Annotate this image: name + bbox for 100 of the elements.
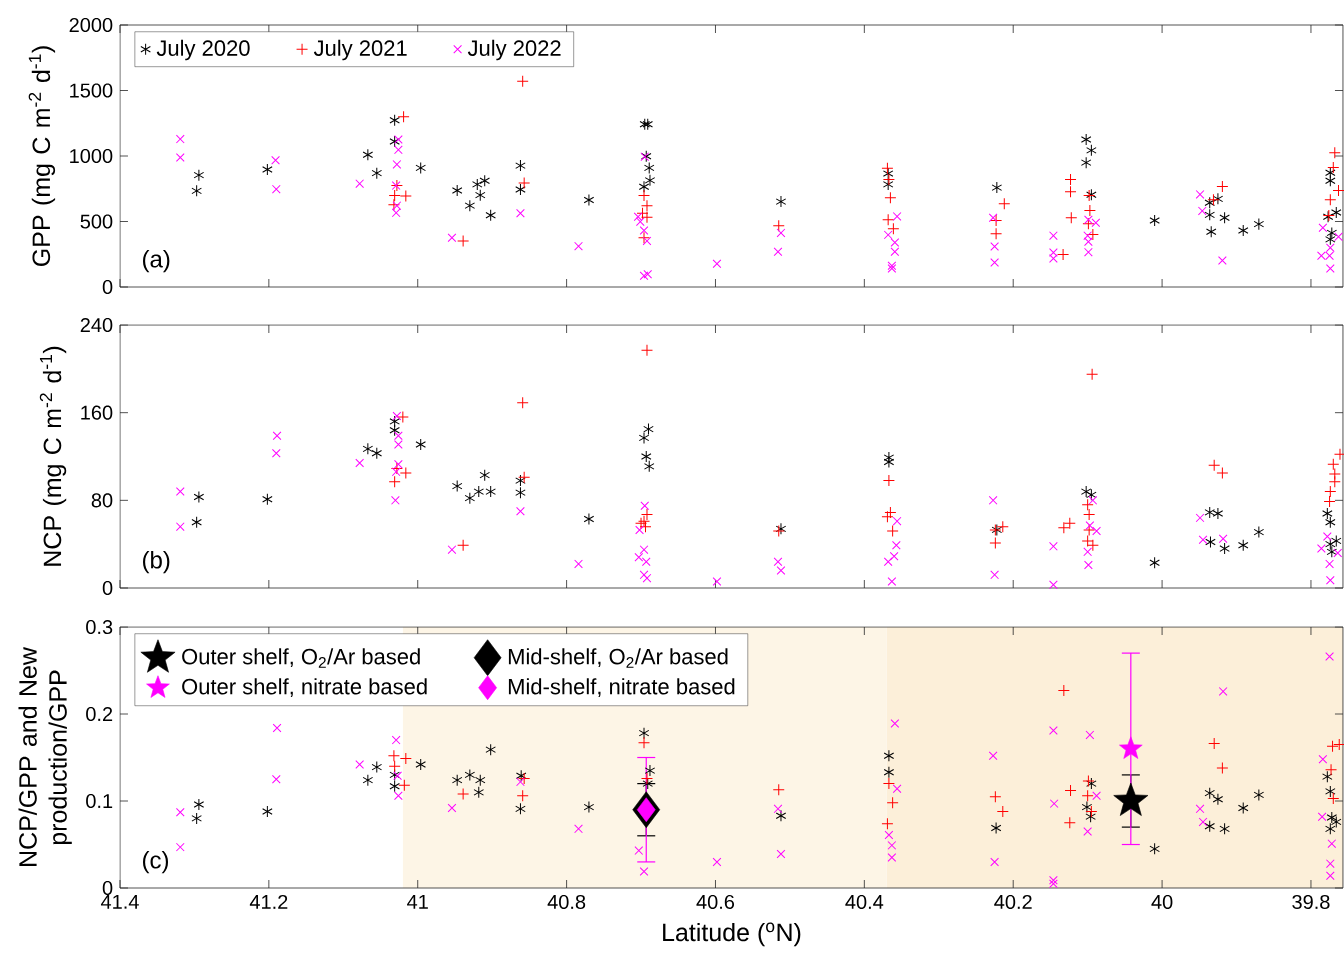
point [415, 438, 426, 451]
point [479, 174, 490, 187]
point [1049, 799, 1059, 809]
point [889, 551, 899, 561]
point [399, 189, 412, 202]
point [1049, 231, 1058, 241]
point [516, 208, 525, 218]
legend-label: Outer shelf, nitrate based [182, 678, 427, 698]
point [515, 769, 527, 782]
point [1316, 544, 1326, 553]
point [1216, 466, 1229, 479]
point [638, 431, 650, 444]
legend-label: Mid-shelf, O$_{2}$/Ar based [508, 648, 728, 668]
point [776, 566, 786, 575]
y-axis-title: NCP/GPP and New production/GPP [18, 647, 72, 866]
point [1218, 534, 1228, 544]
point [392, 160, 402, 169]
y-tick-label: 1000 [70, 148, 113, 164]
point [892, 212, 902, 221]
point [1085, 730, 1095, 740]
point [882, 777, 895, 790]
point [712, 857, 722, 867]
point [1064, 173, 1077, 186]
point [1091, 218, 1101, 228]
point [457, 788, 470, 801]
point [996, 520, 1009, 533]
point [1219, 211, 1230, 224]
point [884, 506, 897, 519]
point [388, 475, 401, 488]
point [886, 796, 899, 809]
point [389, 424, 400, 437]
point [639, 520, 652, 533]
point [1325, 763, 1338, 776]
point [1082, 217, 1095, 230]
point [643, 269, 653, 279]
point [1331, 815, 1342, 828]
y-axis-title: NCP (mg C m$^{-2}$ d$^{-1}$) [39, 346, 67, 566]
point [447, 803, 457, 813]
point [447, 233, 457, 243]
point [638, 736, 651, 749]
point [643, 161, 655, 174]
point [1197, 206, 1207, 216]
point [392, 411, 402, 421]
point [1237, 224, 1249, 237]
x-tick-label: 41.4 [100, 894, 139, 909]
point [1253, 218, 1265, 231]
point [389, 114, 400, 127]
legend-label: July 2021 [313, 39, 407, 61]
point [515, 474, 526, 487]
point [393, 771, 403, 781]
x-tick-label: 40.8 [547, 894, 586, 910]
point [175, 842, 185, 852]
point [473, 485, 485, 498]
legend-label: Outer shelf, O$_{2}$/Ar based [182, 648, 420, 668]
point [1207, 193, 1220, 206]
point [1325, 243, 1335, 253]
point [1333, 448, 1344, 461]
point [1086, 488, 1097, 501]
point [1083, 204, 1096, 217]
point [518, 772, 531, 785]
point [1049, 580, 1058, 590]
point [1083, 547, 1093, 557]
point [892, 784, 902, 794]
x-tick-label: 40.2 [994, 894, 1032, 910]
point [1049, 248, 1058, 257]
point [175, 134, 185, 144]
point [773, 557, 783, 567]
point [1327, 792, 1340, 805]
point [392, 201, 402, 211]
point [643, 423, 654, 436]
point [1327, 161, 1340, 174]
annotation: (b) [143, 550, 170, 574]
point [1212, 507, 1224, 520]
point [887, 222, 900, 235]
point [990, 258, 999, 267]
point [1322, 532, 1332, 541]
point [990, 227, 1003, 240]
point [1325, 233, 1336, 246]
point [1212, 192, 1224, 205]
point [262, 493, 273, 506]
point [1083, 231, 1093, 241]
point [1204, 208, 1215, 221]
point [773, 804, 783, 814]
point [175, 807, 185, 817]
point [890, 719, 900, 728]
point [633, 212, 643, 222]
point [640, 772, 653, 785]
point [355, 458, 365, 468]
point [1326, 226, 1338, 239]
point [772, 219, 785, 232]
point [457, 539, 470, 552]
point [634, 552, 644, 562]
point [1325, 859, 1335, 869]
point [387, 749, 400, 762]
point [371, 447, 383, 460]
point [271, 448, 281, 458]
point [644, 174, 656, 187]
point [175, 487, 185, 496]
point [883, 766, 895, 779]
point [640, 199, 653, 212]
